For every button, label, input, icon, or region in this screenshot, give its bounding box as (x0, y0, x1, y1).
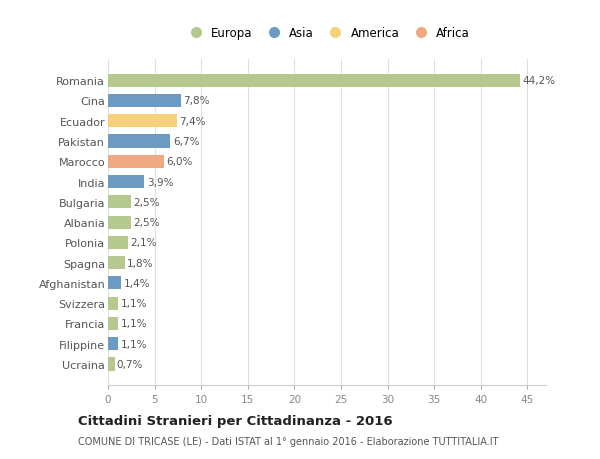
Bar (108, 257, 125, 269)
Legend: Europa, Asia, America, Africa: Europa, Asia, America, Africa (181, 23, 473, 43)
Bar (108, 317, 118, 330)
Text: 2,5%: 2,5% (134, 197, 160, 207)
Text: 1,4%: 1,4% (124, 278, 150, 288)
Text: 2,5%: 2,5% (134, 218, 160, 228)
Text: 44,2%: 44,2% (522, 76, 556, 86)
Bar (108, 337, 118, 351)
Bar (108, 156, 164, 168)
Bar (108, 216, 131, 229)
Bar (108, 74, 520, 88)
Text: 2,1%: 2,1% (130, 238, 157, 248)
Text: 1,1%: 1,1% (121, 339, 147, 349)
Bar (108, 95, 181, 108)
Text: 0,7%: 0,7% (117, 359, 143, 369)
Text: 7,4%: 7,4% (179, 117, 206, 127)
Bar (108, 236, 128, 249)
Text: 1,1%: 1,1% (121, 319, 147, 329)
Bar (108, 115, 177, 128)
Bar (108, 297, 118, 310)
Text: 1,1%: 1,1% (121, 298, 147, 308)
Text: 1,8%: 1,8% (127, 258, 154, 268)
Bar (108, 277, 121, 290)
Text: COMUNE DI TRICASE (LE) - Dati ISTAT al 1° gennaio 2016 - Elaborazione TUTTITALIA: COMUNE DI TRICASE (LE) - Dati ISTAT al 1… (78, 437, 499, 446)
Bar (108, 358, 115, 371)
Bar (108, 196, 131, 209)
Bar (108, 135, 170, 148)
Text: 6,7%: 6,7% (173, 137, 199, 147)
Text: 6,0%: 6,0% (166, 157, 193, 167)
Text: 3,9%: 3,9% (146, 177, 173, 187)
Bar (108, 176, 145, 189)
Text: Cittadini Stranieri per Cittadinanza - 2016: Cittadini Stranieri per Cittadinanza - 2… (78, 414, 392, 428)
Text: 7,8%: 7,8% (183, 96, 209, 106)
